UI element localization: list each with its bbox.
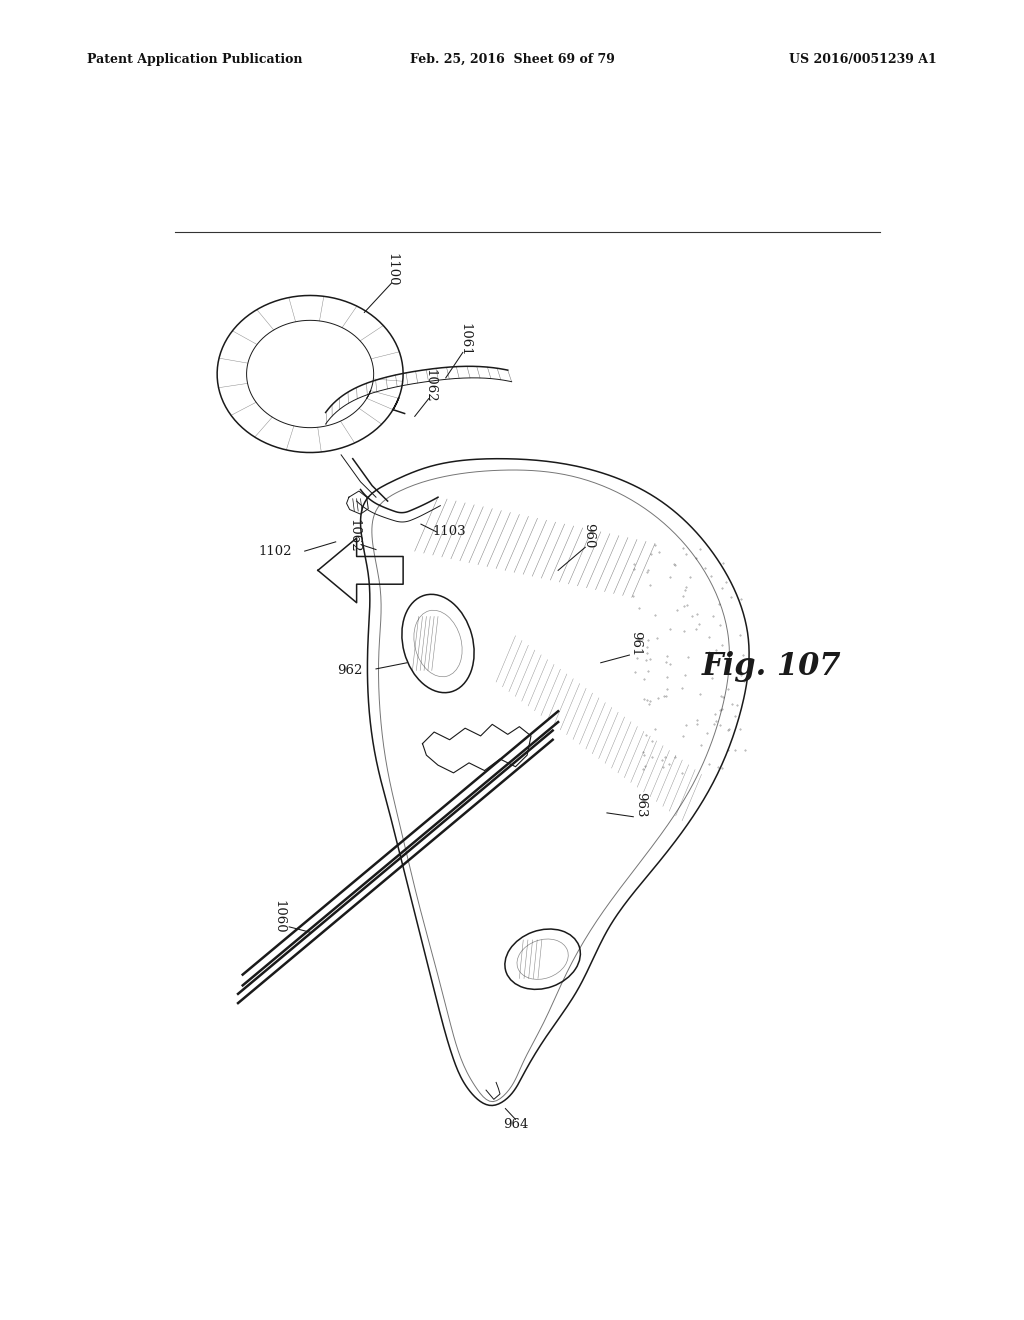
Text: 964: 964 <box>503 1118 528 1131</box>
Text: Patent Application Publication: Patent Application Publication <box>87 53 302 66</box>
Text: 961: 961 <box>629 631 642 656</box>
Text: 1103: 1103 <box>433 525 467 539</box>
Text: Feb. 25, 2016  Sheet 69 of 79: Feb. 25, 2016 Sheet 69 of 79 <box>410 53 614 66</box>
Text: 1060: 1060 <box>272 900 286 933</box>
Text: 1061: 1061 <box>459 322 472 356</box>
Text: 963: 963 <box>635 792 647 818</box>
Text: 1062: 1062 <box>348 519 360 553</box>
Text: 962: 962 <box>337 664 362 677</box>
Text: 1102: 1102 <box>258 545 292 557</box>
Text: US 2016/0051239 A1: US 2016/0051239 A1 <box>790 53 937 66</box>
Text: 1062: 1062 <box>424 368 437 403</box>
Text: Fig. 107: Fig. 107 <box>701 651 841 682</box>
Text: 960: 960 <box>583 523 596 548</box>
Text: 1100: 1100 <box>385 253 398 286</box>
